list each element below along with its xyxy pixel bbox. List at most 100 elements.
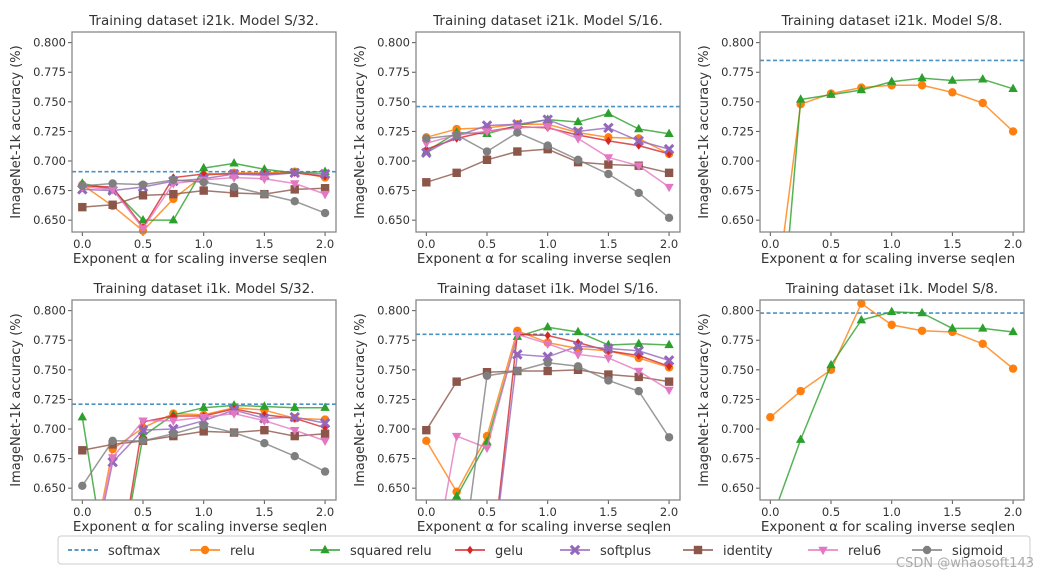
x-axis-label: Exponent α for scaling inverse seqlen bbox=[73, 251, 327, 267]
x-tick-label: 1.0 bbox=[539, 505, 557, 519]
series-line bbox=[425, 369, 670, 431]
x-tick-label: 1.5 bbox=[599, 237, 617, 251]
data-point bbox=[169, 189, 178, 199]
series-line bbox=[425, 330, 670, 493]
subplot-1: Training dataset i21k. Model S/32. 0.650 0… bbox=[9, 13, 337, 267]
legend-label: squared relu bbox=[350, 544, 432, 559]
data-point bbox=[543, 141, 552, 150]
axes-frame bbox=[71, 299, 337, 501]
series-relu6 bbox=[444, 331, 674, 501]
subplot-title: Training dataset i21k. Model S/16. bbox=[432, 13, 663, 29]
y-tick-label: 0.725 bbox=[33, 124, 66, 138]
data-point bbox=[320, 402, 330, 411]
x-tick-label: 0.0 bbox=[73, 505, 91, 519]
axes-frame bbox=[759, 31, 1025, 233]
y-tick-label: 0.775 bbox=[721, 333, 754, 347]
data-point bbox=[886, 76, 897, 85]
series-line bbox=[426, 125, 670, 188]
y-tick-label: 0.700 bbox=[721, 422, 754, 436]
x-axis-label: Exponent α for scaling inverse seqlen bbox=[761, 519, 1015, 535]
series-line bbox=[499, 345, 670, 501]
y-tick-label: 0.650 bbox=[33, 481, 66, 495]
x-tick-label: 1.0 bbox=[539, 237, 557, 251]
legend-label: identity bbox=[723, 544, 773, 559]
y-tick-label: 0.800 bbox=[377, 304, 410, 318]
data-point bbox=[664, 168, 674, 178]
legend-marker bbox=[320, 544, 330, 554]
y-tick-label: 0.725 bbox=[33, 392, 66, 406]
y-tick-label: 0.750 bbox=[377, 363, 410, 377]
plot-area bbox=[416, 105, 680, 222]
data-point bbox=[320, 190, 330, 200]
data-point bbox=[542, 123, 553, 132]
data-point bbox=[917, 326, 927, 335]
series-line bbox=[129, 408, 326, 501]
data-point bbox=[572, 340, 584, 352]
data-point bbox=[603, 122, 614, 134]
data-point bbox=[856, 314, 867, 324]
data-point bbox=[664, 183, 674, 193]
data-point bbox=[229, 410, 239, 419]
data-point bbox=[137, 424, 149, 436]
data-point bbox=[452, 168, 461, 178]
data-point bbox=[229, 158, 239, 167]
data-point bbox=[542, 322, 553, 331]
series-line bbox=[426, 148, 670, 184]
data-point bbox=[320, 467, 330, 476]
plot-area bbox=[760, 59, 1024, 233]
data-point bbox=[573, 362, 583, 371]
series-identity bbox=[422, 365, 674, 435]
x-tick-label: 0.0 bbox=[761, 505, 779, 519]
axes-frame bbox=[415, 299, 681, 501]
series-squared-relu bbox=[778, 306, 1018, 501]
y-tick-label: 0.700 bbox=[33, 422, 66, 436]
data-point bbox=[603, 154, 614, 163]
series-line bbox=[82, 187, 326, 208]
x-tick-label: 0.5 bbox=[134, 237, 152, 251]
series-line bbox=[426, 123, 670, 155]
x-tick-label: 1.0 bbox=[195, 237, 213, 251]
data-point bbox=[1008, 83, 1018, 93]
legend-marker bbox=[922, 545, 932, 555]
data-point bbox=[138, 225, 148, 234]
y-tick-label: 0.750 bbox=[377, 95, 410, 109]
data-point bbox=[542, 114, 553, 125]
data-point bbox=[289, 411, 300, 423]
data-point bbox=[543, 358, 552, 367]
x-tick-label: 2.0 bbox=[660, 237, 678, 251]
data-point bbox=[199, 421, 208, 430]
series-squared-relu bbox=[788, 72, 1018, 233]
data-point bbox=[78, 202, 87, 212]
data-point bbox=[78, 446, 87, 455]
x-tick-label: 0.0 bbox=[417, 237, 435, 251]
legend-label: relu6 bbox=[848, 544, 881, 559]
legend-frame bbox=[57, 535, 1031, 565]
data-point bbox=[665, 362, 673, 371]
data-point bbox=[198, 402, 209, 411]
data-point bbox=[320, 429, 330, 438]
data-point bbox=[1008, 364, 1018, 373]
data-point bbox=[198, 162, 209, 172]
data-point bbox=[664, 386, 674, 396]
data-point bbox=[512, 349, 523, 360]
data-point bbox=[168, 417, 179, 426]
data-point bbox=[108, 179, 117, 188]
x-tick-label: 0.5 bbox=[822, 237, 840, 251]
axes-frame bbox=[759, 299, 1025, 501]
data-point bbox=[289, 167, 300, 179]
data-point bbox=[259, 175, 270, 184]
legend-label: softplus bbox=[600, 544, 651, 559]
x-tick-label: 1.0 bbox=[195, 505, 213, 519]
x-tick-label: 0.0 bbox=[417, 505, 435, 519]
data-point bbox=[633, 135, 644, 147]
data-point bbox=[633, 345, 644, 357]
data-point bbox=[107, 186, 118, 195]
x-tick-label: 2.0 bbox=[1004, 237, 1022, 251]
data-point bbox=[451, 432, 462, 442]
x-axis-label: Exponent α for scaling inverse seqlen bbox=[417, 251, 671, 267]
data-point bbox=[138, 191, 148, 200]
subplot-5: Training dataset i1k. Model S/16. 0.650 0.… bbox=[353, 281, 681, 535]
y-tick-label: 0.650 bbox=[33, 213, 66, 227]
axes-frame bbox=[415, 31, 681, 233]
data-point bbox=[290, 426, 300, 436]
